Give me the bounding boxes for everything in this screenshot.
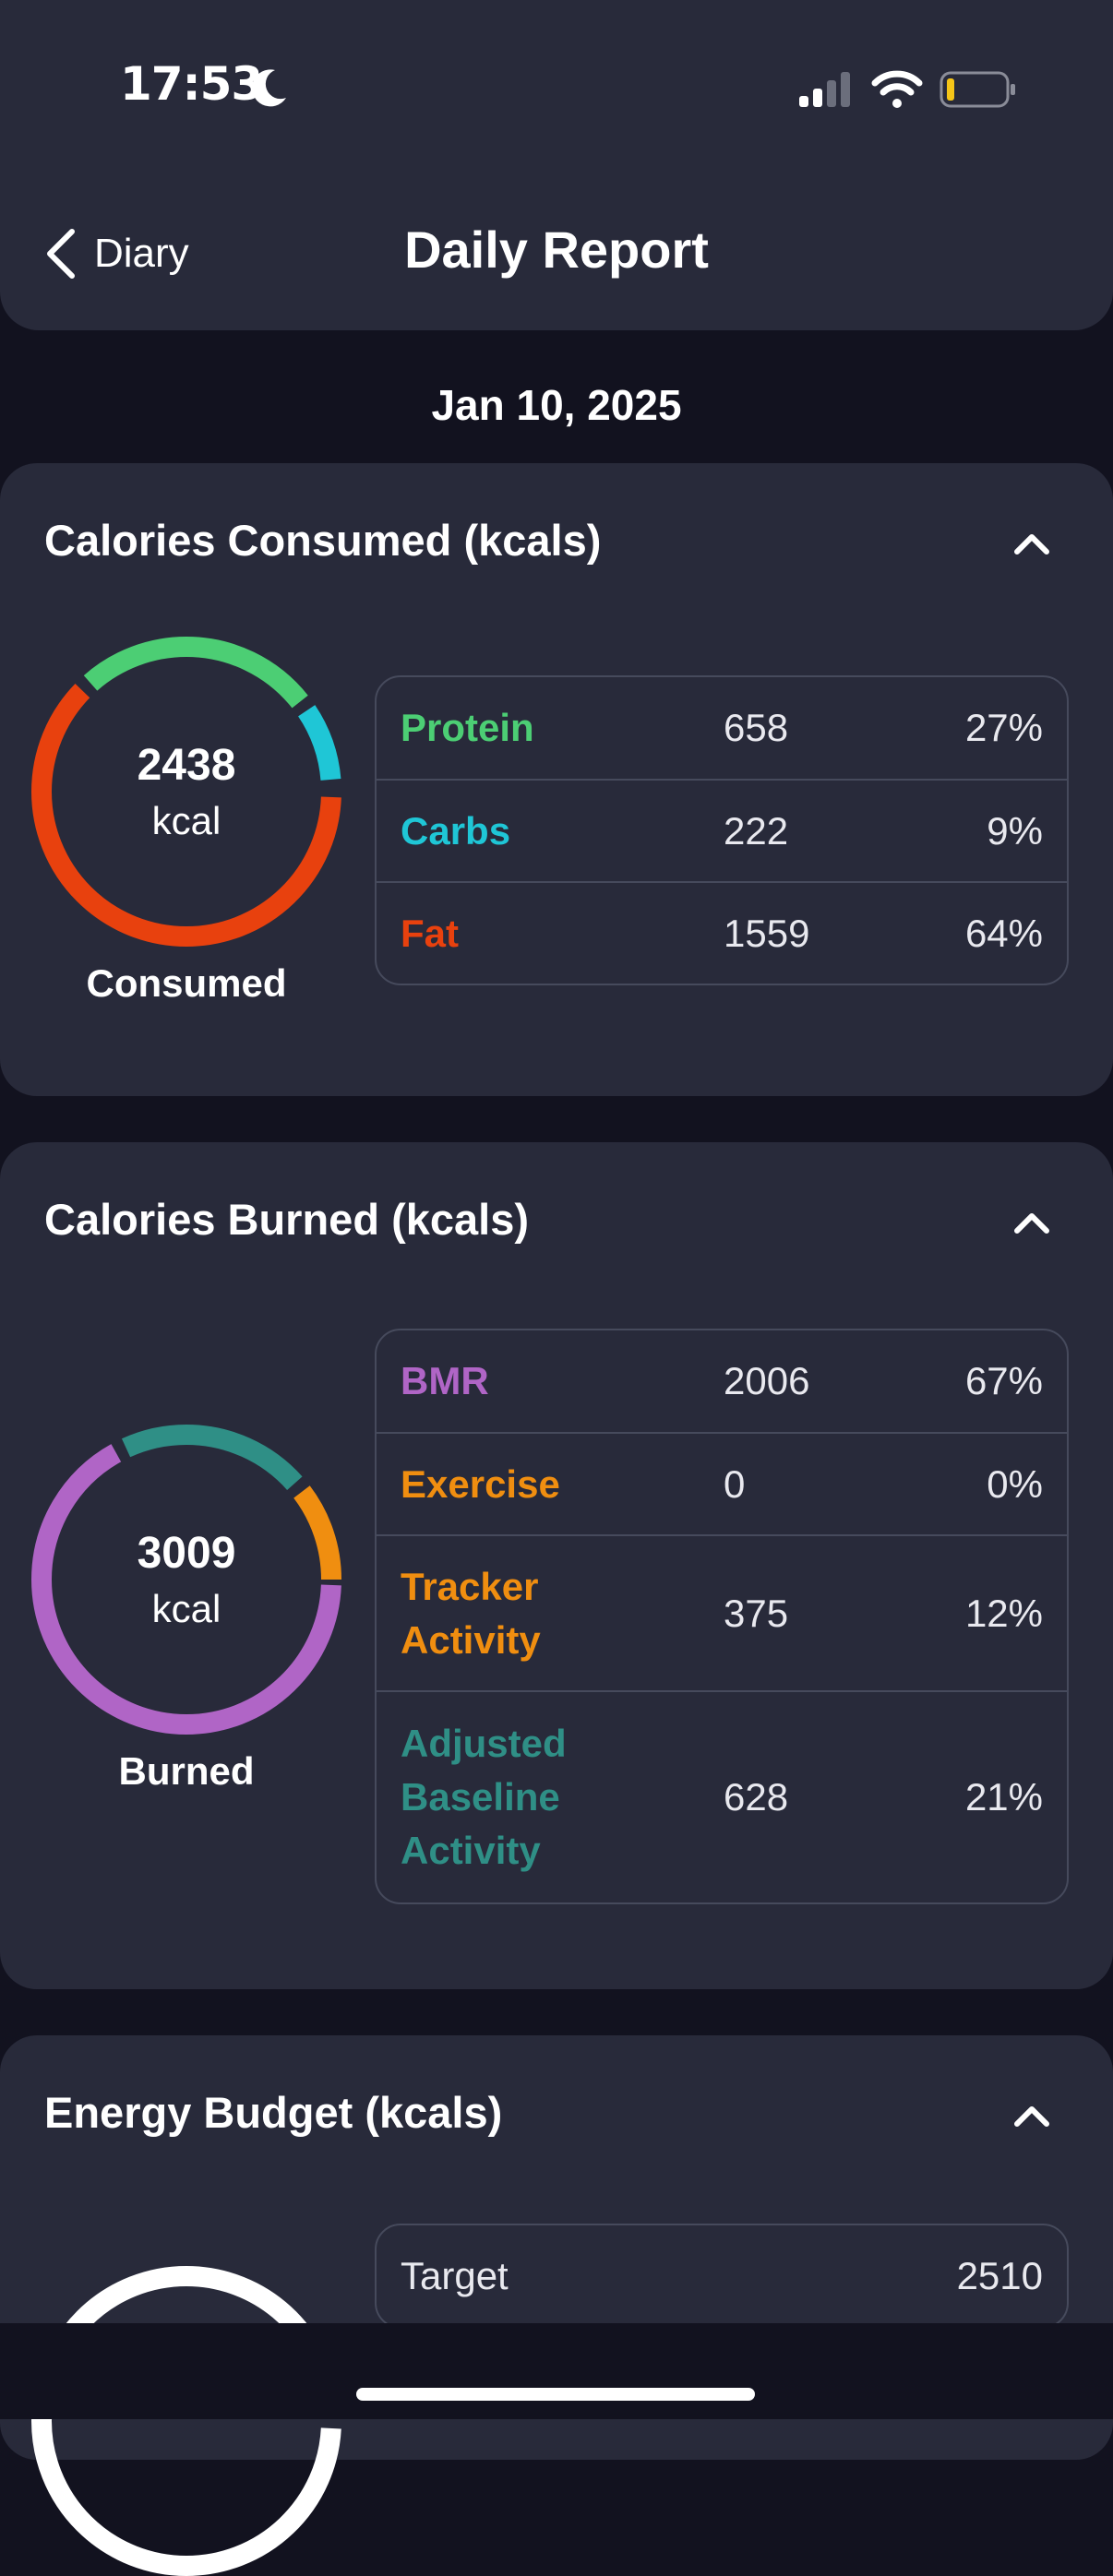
chevron-up-icon[interactable] — [1011, 1209, 1052, 1236]
battery-icon — [939, 71, 1015, 108]
table-row: Adjusted Baseline Activity 628 21% — [377, 1690, 1067, 1902]
macro-name: Fat — [401, 911, 459, 955]
budget-donut-chart — [31, 2266, 341, 2576]
table-row: Protein 658 27% — [377, 677, 1067, 779]
burned-unit: kcal — [151, 1587, 221, 1630]
home-indicator-area — [0, 2323, 1113, 2419]
calories-burned-card: Calories Burned (kcals) 3009 kcal Burned… — [0, 1142, 1113, 1989]
burned-donut-chart — [31, 1425, 341, 1735]
table-row: Carbs 222 9% — [377, 779, 1067, 881]
consumed-label: Consumed — [86, 961, 287, 1005]
macro-percent: 64% — [964, 911, 1043, 955]
burn-category-percent: 67% — [964, 1359, 1043, 1402]
chevron-up-icon[interactable] — [1011, 530, 1052, 557]
burn-category-value: 2006 — [724, 1359, 810, 1402]
energy-budget-table: Target 2510 — [375, 2224, 1069, 2329]
wifi-icon — [871, 70, 923, 108]
table-row: BMR 2006 67% — [377, 1330, 1067, 1432]
macro-value: 658 — [724, 706, 789, 749]
back-button[interactable]: Diary — [44, 221, 189, 286]
burned-breakdown-table: BMR 2006 67% Exercise 0 0% Tracker Activ… — [375, 1329, 1069, 1904]
budget-item-value: 2510 — [956, 2254, 1043, 2297]
budget-item-name: Target — [401, 2254, 509, 2297]
burn-category-value: 0 — [724, 1461, 746, 1506]
page-title: Daily Report — [404, 221, 709, 279]
consumed-macros-table: Protein 658 27% Carbs 222 9% Fat 1559 64… — [375, 675, 1069, 985]
table-row: Exercise 0 0% — [377, 1432, 1067, 1534]
table-row: Tracker Activity 375 12% — [377, 1534, 1067, 1690]
macro-value: 222 — [724, 808, 789, 853]
moon-icon — [252, 69, 286, 107]
chevron-up-icon[interactable] — [1011, 2102, 1052, 2129]
burn-category-percent: 21% — [964, 1775, 1043, 1819]
consumed-donut-chart — [31, 637, 341, 947]
burned-total: 3009 — [137, 1529, 236, 1578]
table-row: Target 2510 — [377, 2225, 1067, 2327]
cellular-signal-icon — [799, 72, 850, 107]
burn-category-name: Adjusted Baseline Activity — [401, 1722, 567, 1872]
table-row: Fat 1559 64% — [377, 881, 1067, 984]
consumed-total: 2438 — [137, 741, 236, 790]
macro-value: 1559 — [724, 911, 810, 955]
calories-consumed-card: Calories Consumed (kcals) 2438 kcal Cons… — [0, 463, 1113, 1096]
card-title: Energy Budget (kcals) — [44, 2088, 503, 2137]
burn-category-value: 375 — [724, 1591, 789, 1635]
home-indicator[interactable] — [356, 2388, 755, 2401]
report-date: Jan 10, 2025 — [431, 381, 682, 429]
burn-category-name: Tracker Activity — [401, 1564, 541, 1662]
burn-category-percent: 12% — [964, 1591, 1043, 1635]
burn-category-name: BMR — [401, 1359, 489, 1402]
status-time: 17:53 — [120, 57, 263, 111]
burn-category-percent: 0% — [987, 1461, 1043, 1506]
back-label: Diary — [94, 231, 189, 276]
card-title: Calories Burned (kcals) — [44, 1195, 530, 1244]
top-header — [0, 0, 1113, 330]
macro-percent: 9% — [987, 808, 1043, 853]
burn-category-name: Exercise — [401, 1461, 560, 1506]
macro-name: Carbs — [401, 808, 511, 853]
card-title: Calories Consumed (kcals) — [44, 516, 602, 565]
macro-percent: 27% — [964, 706, 1043, 749]
consumed-unit: kcal — [151, 799, 221, 842]
burned-label: Burned — [118, 1749, 255, 1793]
macro-name: Protein — [401, 706, 534, 749]
chevron-left-icon — [47, 229, 75, 279]
burn-category-value: 628 — [724, 1775, 789, 1819]
